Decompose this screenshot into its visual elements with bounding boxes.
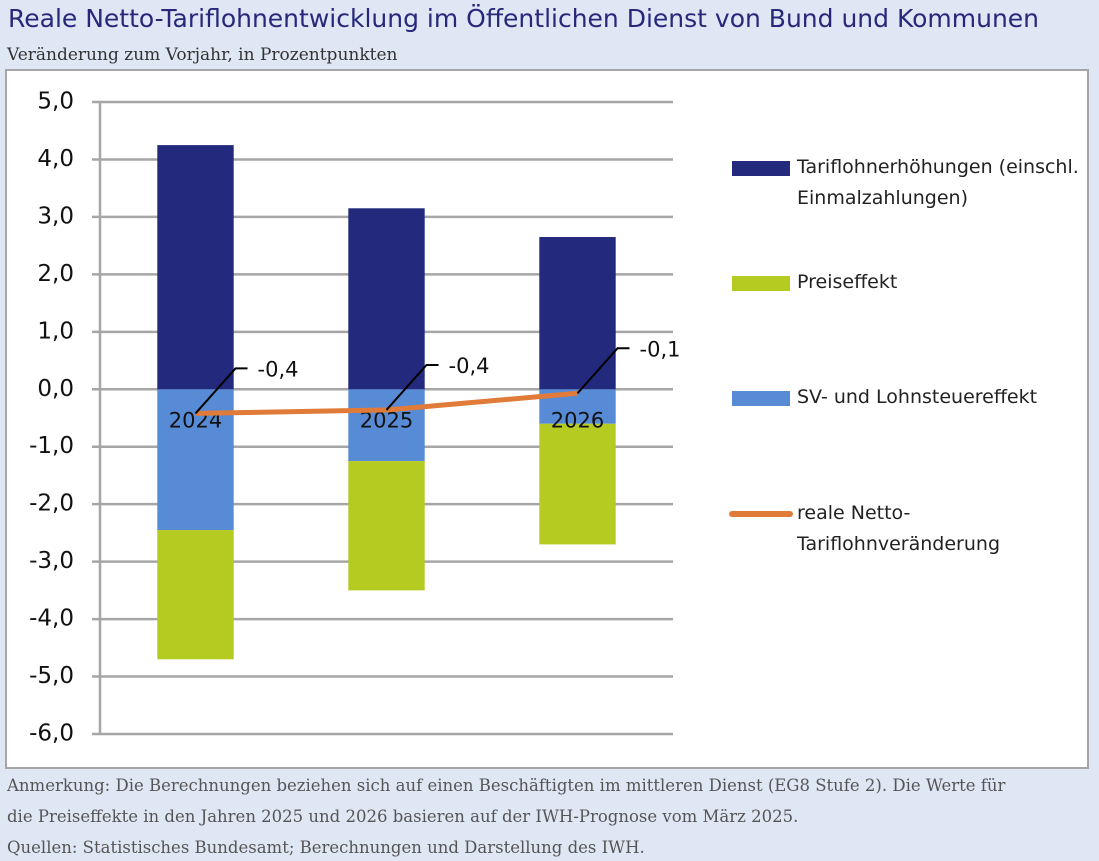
legend-swatch [732,276,790,291]
y-tick-label: 1,0 [37,318,74,344]
legend-item: SV- und Lohnsteuereffekt [797,386,1038,408]
chart-subtitle: Veränderung zum Vorjahr, in Prozentpunkt… [7,45,398,65]
y-tick-label: 0,0 [37,376,74,402]
y-tick-label: -1,0 [29,433,74,459]
legend-item: reale Netto-Tariflohnveränderung [797,502,1001,555]
legend-item: Preiseffekt [797,271,898,293]
note: Anmerkung: Die Berechnungen beziehen sic… [7,776,1006,795]
bar [348,389,425,462]
leader-line [385,363,439,411]
bar [539,423,616,545]
y-tick-label: -3,0 [29,548,74,574]
x-tick-label: 2026 [551,408,604,432]
bar [157,145,234,390]
y-tick-label: -4,0 [29,606,74,632]
legend-item: Tariflohnerhöhungen (einschl. Einmalzahl… [797,156,1079,209]
y-tick-label: -6,0 [29,721,74,747]
bar [348,461,425,591]
y-tick-label: 4,0 [37,146,74,172]
y-tick-label: -2,0 [29,491,74,517]
chart-title: Reale Netto-Tariflohnentwicklung im Öffe… [8,4,1040,33]
legend-swatch [732,391,790,406]
bar [157,530,234,660]
data-label: -0,4 [449,354,490,378]
y-tick-label: 3,0 [37,203,74,229]
y-tick-label: 2,0 [37,261,74,287]
bar [348,208,425,390]
data-label: -0,4 [258,357,299,381]
note: die Preiseffekte in den Jahren 2025 und … [7,807,799,826]
leader-line [194,367,248,415]
leader-line [576,347,630,394]
legend-swatch [732,161,790,176]
y-tick-label: 5,0 [37,89,74,115]
y-tick-label: -5,0 [29,663,74,689]
note: Quellen: Statistisches Bundesamt; Berech… [7,838,645,857]
bar [539,237,616,390]
data-label: -0,1 [640,337,681,361]
